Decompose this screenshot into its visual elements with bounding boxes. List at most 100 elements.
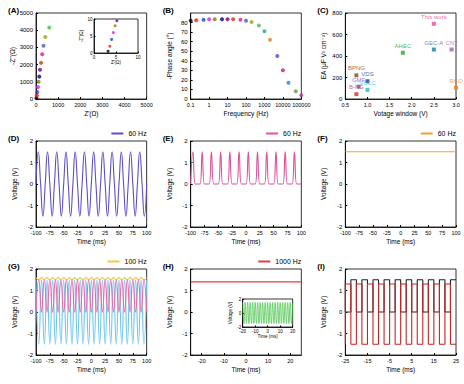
svg-text:2: 2 [239, 297, 242, 302]
svg-text:3000: 3000 [96, 102, 108, 108]
svg-text:1: 1 [339, 160, 343, 166]
svg-text:100 Hz: 100 Hz [124, 258, 147, 265]
svg-text:GEC-A: GEC-A [424, 40, 443, 46]
svg-text:0: 0 [266, 329, 269, 334]
svg-text:30: 30 [181, 67, 188, 73]
svg-text:Voltage (V): Voltage (V) [228, 301, 233, 324]
svg-text:Voltage (V): Voltage (V) [320, 168, 328, 200]
svg-text:Time (ms): Time (ms) [77, 366, 106, 374]
svg-text:5: 5 [410, 358, 413, 364]
svg-text:-1: -1 [28, 331, 34, 337]
svg-text:1000: 1000 [52, 102, 64, 108]
svg-text:-50: -50 [369, 230, 377, 236]
svg-text:2.0: 2.0 [408, 102, 416, 108]
svg-text:-100: -100 [30, 230, 41, 236]
svg-text:75: 75 [284, 230, 290, 236]
svg-text:-Phase angle (°): -Phase angle (°) [166, 32, 174, 79]
svg-text:Votage window (V): Votage window (V) [374, 110, 428, 118]
svg-text:-20: -20 [198, 358, 206, 364]
svg-text:50: 50 [425, 230, 431, 236]
svg-text:10000: 10000 [275, 102, 290, 108]
svg-text:2: 2 [184, 138, 188, 144]
svg-text:2000: 2000 [20, 62, 34, 68]
svg-text:1: 1 [30, 288, 34, 294]
svg-text:60 Hz: 60 Hz [283, 130, 302, 137]
svg-text:0.5: 0.5 [342, 102, 350, 108]
svg-text:CNT: CNT [445, 40, 458, 46]
svg-text:2: 2 [184, 266, 188, 272]
svg-text:0: 0 [30, 96, 34, 102]
svg-text:2.5: 2.5 [430, 102, 438, 108]
svg-text:10: 10 [135, 55, 141, 60]
svg-text:1000: 1000 [20, 79, 34, 85]
svg-text:-25: -25 [74, 230, 82, 236]
svg-text:-75: -75 [355, 230, 363, 236]
svg-text:Time (ms): Time (ms) [258, 334, 279, 339]
svg-text:70: 70 [181, 29, 188, 35]
svg-text:5: 5 [115, 55, 118, 60]
svg-text:Voltage (V): Voltage (V) [166, 168, 174, 200]
svg-text:(H): (H) [163, 262, 174, 271]
svg-text:50: 50 [271, 230, 277, 236]
svg-text:(E): (E) [163, 134, 174, 143]
svg-text:75: 75 [130, 230, 136, 236]
svg-text:75: 75 [439, 230, 445, 236]
svg-text:0: 0 [30, 309, 34, 315]
svg-text:-10: -10 [252, 329, 259, 334]
svg-text:0: 0 [339, 309, 343, 315]
svg-text:B-NG: B-NG [349, 84, 364, 90]
svg-text:50: 50 [116, 358, 122, 364]
svg-text:-20: -20 [239, 329, 246, 334]
svg-text:-2: -2 [182, 352, 188, 358]
svg-text:25: 25 [453, 358, 459, 364]
svg-text:2: 2 [30, 266, 34, 272]
svg-text:25: 25 [257, 230, 263, 236]
svg-text:Time (ms): Time (ms) [77, 238, 106, 246]
svg-text:-100: -100 [30, 358, 41, 364]
svg-text:800: 800 [332, 10, 343, 16]
svg-text:0: 0 [93, 55, 96, 60]
svg-text:40: 40 [181, 58, 188, 64]
svg-text:-5: -5 [387, 358, 392, 364]
svg-text:0: 0 [244, 358, 247, 364]
svg-text:50: 50 [181, 48, 188, 54]
svg-text:5000: 5000 [141, 102, 153, 108]
svg-text:2: 2 [339, 138, 343, 144]
svg-text:1: 1 [339, 288, 343, 294]
svg-text:10: 10 [265, 358, 271, 364]
svg-text:0: 0 [239, 311, 242, 316]
svg-text:100: 100 [142, 358, 151, 364]
svg-text:400: 400 [332, 53, 343, 59]
svg-text:1: 1 [208, 102, 211, 108]
svg-text:200: 200 [332, 75, 343, 81]
svg-text:0: 0 [399, 230, 402, 236]
svg-text:75: 75 [130, 358, 136, 364]
svg-text:3000: 3000 [20, 44, 34, 50]
svg-text:(A): (A) [8, 6, 19, 15]
svg-text:15: 15 [431, 358, 437, 364]
svg-text:0: 0 [90, 230, 93, 236]
svg-text:AHEC: AHEC [395, 43, 412, 49]
svg-text:(G): (G) [8, 262, 20, 271]
svg-text:5000: 5000 [20, 10, 34, 16]
svg-text:0: 0 [184, 309, 188, 315]
svg-text:-1: -1 [182, 331, 188, 337]
svg-text:Voltage (V): Voltage (V) [11, 168, 19, 200]
svg-text:0.1: 0.1 [187, 102, 195, 108]
svg-text:1: 1 [184, 288, 188, 294]
svg-text:-75: -75 [46, 230, 54, 236]
svg-text:100: 100 [142, 230, 151, 236]
svg-text:50: 50 [116, 230, 122, 236]
svg-text:100: 100 [297, 230, 306, 236]
svg-text:Time (ms): Time (ms) [231, 366, 260, 374]
svg-text:4000: 4000 [118, 102, 130, 108]
svg-text:5: 5 [90, 34, 93, 39]
svg-text:2: 2 [339, 266, 343, 272]
svg-text:Frequency (Hz): Frequency (Hz) [224, 110, 269, 118]
svg-text:Voltage (V): Voltage (V) [11, 296, 19, 328]
svg-text:-50: -50 [60, 358, 68, 364]
svg-text:3.0: 3.0 [452, 102, 460, 108]
svg-text:2000: 2000 [74, 102, 86, 108]
svg-text:1000: 1000 [258, 102, 270, 108]
svg-text:100: 100 [451, 230, 460, 236]
